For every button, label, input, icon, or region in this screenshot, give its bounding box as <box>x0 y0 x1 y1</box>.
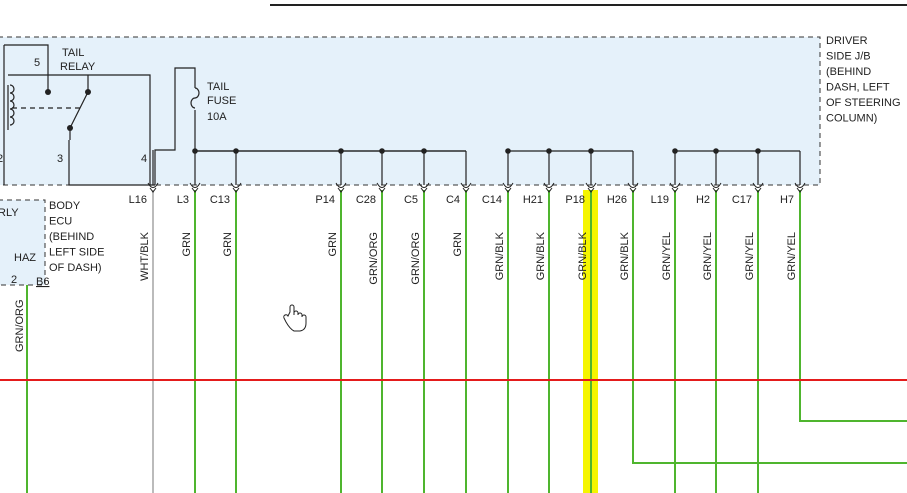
pin-terminal <box>543 182 555 193</box>
ecu-switch-label: HAZ <box>14 252 36 264</box>
body-ecu-box <box>0 199 46 286</box>
pin-terminal <box>794 182 806 193</box>
wire-label: GRN/BLK <box>494 231 506 280</box>
cursor <box>283 304 307 332</box>
pin-label: H2 <box>696 194 710 206</box>
pin-terminal <box>376 182 388 193</box>
wire-label: WHT/BLK <box>139 231 151 281</box>
pin-terminal <box>230 182 242 193</box>
ecu-pin: 2 <box>11 274 17 286</box>
pin-terminal <box>710 182 722 193</box>
junction-dot <box>546 148 552 154</box>
ecu-label-line: OF DASH) <box>49 262 102 274</box>
junction-block <box>0 36 821 186</box>
fuse-label: FUSE <box>207 95 236 107</box>
jb-label-line: DASH, LEFT <box>826 82 890 94</box>
junction-dot <box>338 148 344 154</box>
pin-label: C17 <box>732 194 752 206</box>
pin-label: L19 <box>651 194 669 206</box>
relay-pin: 4 <box>141 153 147 165</box>
pin-label: H21 <box>523 194 543 206</box>
wire-label: GRN/YEL <box>744 232 756 280</box>
ecu-connector: B6 <box>36 276 49 288</box>
relay-pin: 2 <box>0 153 3 165</box>
pin-terminal <box>418 182 430 193</box>
pin-label: C4 <box>446 194 460 206</box>
pin-label: L3 <box>177 194 189 206</box>
fuse-label: TAIL <box>207 81 229 93</box>
wire-label: GRN/BLK <box>577 231 589 280</box>
wire-label: GRN <box>181 232 193 257</box>
ecu-wire-label: GRN/ORG <box>14 299 26 352</box>
relay-pin: 5 <box>34 57 40 69</box>
jb-label-line: OF STEERING <box>826 97 901 109</box>
relay-pin: 3 <box>57 153 63 165</box>
pin-label: C13 <box>210 194 230 206</box>
pin-label: P18 <box>565 194 585 206</box>
jb-label-line: COLUMN) <box>826 113 877 125</box>
pin-terminal <box>189 182 201 193</box>
pin-label: H7 <box>780 194 794 206</box>
wire-label: GRN/YEL <box>786 232 798 280</box>
jb-label-line: SIDE J/B <box>826 51 871 63</box>
junction-dot <box>192 148 198 154</box>
wire-label: GRN <box>327 232 339 257</box>
pin-terminal <box>335 182 347 193</box>
wire-label: GRN/BLK <box>535 231 547 280</box>
wire-label: GRN/BLK <box>619 231 631 280</box>
ecu-relay-label: RLY <box>0 207 19 219</box>
junction-dot <box>505 148 511 154</box>
pin-terminal <box>147 182 159 193</box>
pin-terminal <box>460 182 472 193</box>
ecu-label-line: ECU <box>49 216 72 228</box>
pin-label: C28 <box>356 194 376 206</box>
junction-dot <box>755 148 761 154</box>
wires: L16 WHT/BLK L3 GRN C13 GRN P14 GRN C28 GRN/ORG C5 G… <box>129 148 907 493</box>
wire <box>799 190 907 422</box>
body-ecu: RLY HAZ 2 B6 GRN/ORG <box>0 207 49 493</box>
junction-dot <box>421 148 427 154</box>
ecu-label-line: (BEHIND <box>49 231 94 243</box>
jb-label-line: DRIVER <box>826 35 868 47</box>
pin-terminal <box>752 182 764 193</box>
pin-terminal <box>669 182 681 193</box>
junction-dot <box>379 148 385 154</box>
wire-label: GRN/ORG <box>368 232 380 285</box>
ecu-label-line: LEFT SIDE <box>49 247 104 259</box>
wire-label: GRN/ORG <box>410 232 422 285</box>
pin-label: L16 <box>129 194 147 206</box>
relay-label: RELAY <box>60 61 96 73</box>
pin-terminal <box>585 182 597 193</box>
junction-dot <box>588 148 594 154</box>
wire-label: GRN <box>222 232 234 257</box>
pin-terminal <box>502 182 514 193</box>
wire-label: GRN/YEL <box>661 232 673 280</box>
pin-terminal <box>627 182 639 193</box>
pin-label: H26 <box>607 194 627 206</box>
junction-dot <box>672 148 678 154</box>
relay-label: TAIL <box>62 47 84 59</box>
pin-label: P14 <box>315 194 335 206</box>
fuse-label: 10A <box>207 111 227 123</box>
junction-dot <box>713 148 719 154</box>
junction-block-label: DRIVER SIDE J/B (BEHIND DASH, LEFT OF STEERI… <box>826 35 901 125</box>
wire-label: GRN <box>452 232 464 257</box>
body-ecu-label: BODY ECU (BEHIND LEFT SIDE OF DASH) <box>49 200 104 274</box>
pin-label: C14 <box>482 194 502 206</box>
ecu-label-line: BODY <box>49 200 81 212</box>
wire <box>632 190 907 464</box>
wire-label: GRN/YEL <box>702 232 714 280</box>
jb-label-line: (BEHIND <box>826 66 871 78</box>
junction-dot <box>233 148 239 154</box>
relay-labels: TAIL RELAY 5 3 4 2 TAIL FUSE 10A <box>0 47 236 165</box>
pin-label: C5 <box>404 194 418 206</box>
